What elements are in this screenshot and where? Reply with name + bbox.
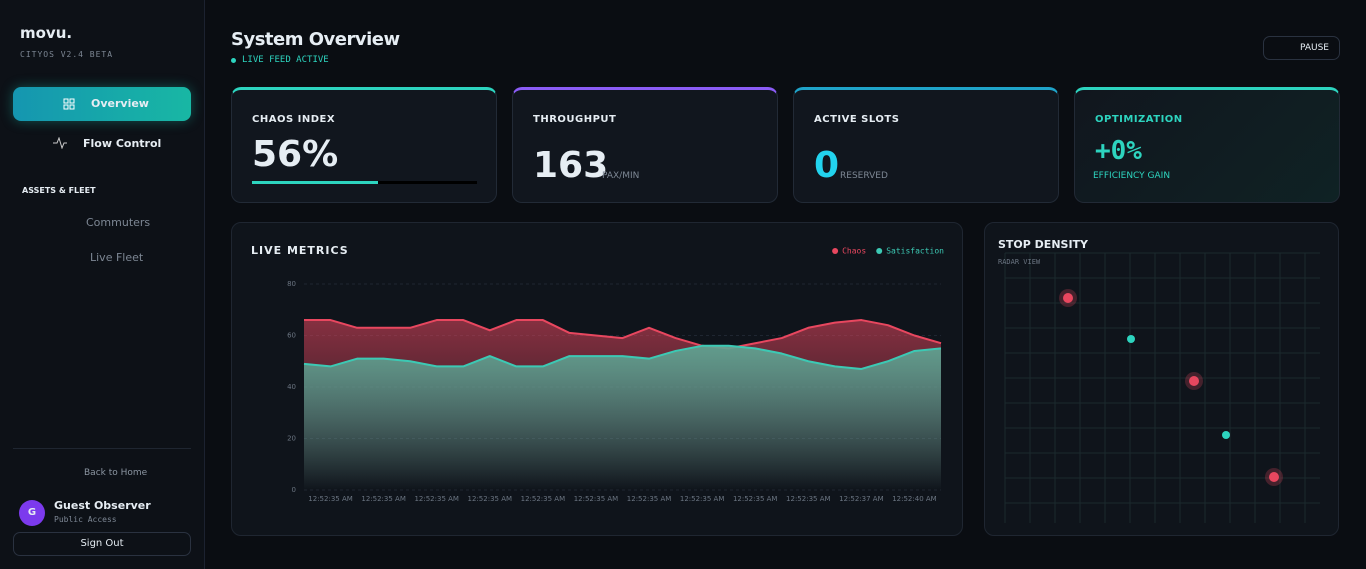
- nav-label: Flow Control: [83, 137, 162, 150]
- nav-overview[interactable]: Overview: [13, 87, 191, 121]
- radar-grid: [1004, 252, 1320, 523]
- line: [304, 319, 942, 350]
- x-tick-label: 12:52:35 AM: [680, 495, 725, 503]
- user-name: Guest Observer: [54, 499, 151, 512]
- nav-item[interactable]: Commuters: [58, 216, 150, 229]
- card-value: 0: [814, 145, 840, 186]
- x-tick-label: 12:52:35 AM: [308, 495, 353, 503]
- y-tick-label: 80: [287, 280, 296, 288]
- chart: LIVE METRICS 0 20 40 60 80 12:52:35 AM 12:52:3…: [251, 244, 944, 503]
- card-value: +0%: [1095, 136, 1142, 166]
- card: OPTIMIZATION +0% EFFICIENCY GAIN: [1074, 87, 1340, 203]
- pause-button[interactable]: PAUSE: [1263, 36, 1340, 60]
- divider: [13, 448, 191, 449]
- page-title: System Overview: [231, 29, 400, 50]
- x-tick-label: 12:52:35 AM: [574, 495, 619, 503]
- legend-label: Satisfaction: [886, 247, 944, 256]
- radar-panel: STOP DENSITY RADAR VIEW: [984, 222, 1339, 536]
- card-value: 163: [533, 145, 609, 186]
- signout-button[interactable]: Sign Out: [13, 532, 191, 556]
- x-tick-label: 12:52:37 AM: [839, 495, 884, 503]
- progress-track: [252, 181, 477, 184]
- section-title: ASSETS & FLEET: [22, 186, 96, 195]
- home-link[interactable]: Back to Home: [84, 468, 148, 478]
- radar: STOP DENSITY RADAR VIEW: [998, 238, 1320, 523]
- y-tick-label: 60: [287, 332, 296, 340]
- brand: movu.: [20, 24, 73, 42]
- y-tick-label: 0: [292, 486, 296, 494]
- y-tick-label: 40: [287, 383, 296, 391]
- nav-label: Live Fleet: [90, 251, 144, 264]
- line: [303, 344, 942, 370]
- x-tick-label: 12:52:35 AM: [733, 495, 778, 503]
- nav-label: Commuters: [86, 216, 151, 229]
- x-tick-label: 12:52:35 AM: [786, 495, 831, 503]
- x-tick-label: 12:52:40 AM: [892, 495, 937, 503]
- nav-flow[interactable]: Flow Control: [13, 131, 191, 155]
- radar-title: STOP DENSITY: [998, 238, 1089, 251]
- area: [304, 345, 941, 490]
- x-tick-label: 12:52:35 AM: [361, 495, 406, 503]
- card: CHAOS INDEX 56%: [231, 87, 497, 203]
- stop: [1222, 431, 1230, 439]
- nav-label: Overview: [91, 97, 149, 110]
- card-title: OPTIMIZATION: [1095, 114, 1183, 125]
- stop: [1063, 293, 1073, 303]
- version: CITYOS V2.4 BETA: [20, 50, 114, 59]
- card-unit: EFFICIENCY GAIN: [1093, 171, 1171, 181]
- x-tick-label: 12:52:35 AM: [627, 495, 672, 503]
- x-tick-label: 12:52:35 AM: [468, 495, 512, 503]
- card: THROUGHPUT 163 PAX/MIN: [512, 87, 778, 203]
- legend-label: Chaos: [842, 247, 866, 256]
- chart-panel: LIVE METRICS 0 20 40 60 80 12:52:35 AM 12:52:3…: [231, 222, 963, 536]
- icon: [53, 137, 67, 149]
- card-title: THROUGHPUT: [533, 114, 617, 125]
- nav-item[interactable]: Live Fleet: [62, 251, 143, 264]
- x-tick-label: 12:52:35 AM: [414, 495, 459, 503]
- sidebar: movu. CITYOS V2.4 BETA Overview Flow Con…: [0, 0, 205, 569]
- button-label: Sign Out: [80, 538, 124, 549]
- card-unit: RESERVED: [840, 171, 888, 181]
- user-role: Public Access: [54, 515, 117, 524]
- card-title: ACTIVE SLOTS: [814, 114, 900, 125]
- status-dot: [231, 58, 236, 63]
- avatar: G: [19, 500, 45, 526]
- card-unit: PAX/MIN: [602, 171, 640, 181]
- y-tick-label: 20: [287, 435, 296, 443]
- button-label: PAUSE: [1300, 43, 1329, 53]
- progress-fill: [252, 181, 378, 184]
- radar-subtitle: RADAR VIEW: [998, 258, 1041, 266]
- legend-dot: [876, 248, 883, 254]
- card-title: CHAOS INDEX: [252, 114, 336, 125]
- legend-dot: [832, 248, 839, 254]
- stop: [1127, 335, 1135, 343]
- stop: [1189, 376, 1199, 386]
- card-value: 56%: [252, 134, 339, 175]
- status: LIVE FEED ACTIVE: [242, 55, 329, 65]
- chart-title: LIVE METRICS: [251, 244, 349, 257]
- card: ACTIVE SLOTS 0 RESERVED: [793, 87, 1059, 203]
- stop: [1269, 472, 1279, 482]
- icon: [63, 98, 75, 110]
- x-tick-label: 12:52:35 AM: [521, 495, 566, 503]
